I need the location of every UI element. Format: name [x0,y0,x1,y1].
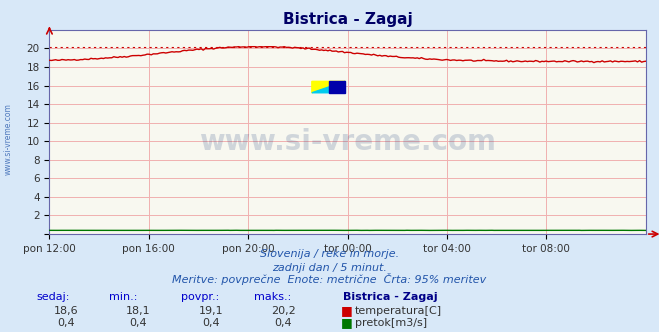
Text: maks.:: maks.: [254,292,291,302]
Title: Bistrica - Zagaj: Bistrica - Zagaj [283,12,413,27]
Text: 0,4: 0,4 [275,318,292,328]
Text: 19,1: 19,1 [198,306,223,316]
Text: Slovenija / reke in morje.: Slovenija / reke in morje. [260,249,399,259]
Text: Meritve: povprečne  Enote: metrične  Črta: 95% meritev: Meritve: povprečne Enote: metrične Črta:… [173,273,486,285]
Text: 0,4: 0,4 [130,318,147,328]
Text: 0,4: 0,4 [202,318,219,328]
Text: ■: ■ [341,316,353,329]
Text: www.si-vreme.com: www.si-vreme.com [4,104,13,175]
Text: zadnji dan / 5 minut.: zadnji dan / 5 minut. [272,263,387,273]
Text: 0,4: 0,4 [57,318,74,328]
Text: 20,2: 20,2 [271,306,296,316]
Text: pretok[m3/s]: pretok[m3/s] [355,318,426,328]
Text: 18,6: 18,6 [53,306,78,316]
Text: ■: ■ [341,304,353,317]
Text: povpr.:: povpr.: [181,292,219,302]
Text: 18,1: 18,1 [126,306,151,316]
Polygon shape [312,81,345,93]
Text: Bistrica - Zagaj: Bistrica - Zagaj [343,292,438,302]
Text: min.:: min.: [109,292,137,302]
Text: www.si-vreme.com: www.si-vreme.com [199,128,496,156]
Text: sedaj:: sedaj: [36,292,70,302]
Polygon shape [312,81,345,93]
Polygon shape [329,81,345,93]
Text: temperatura[C]: temperatura[C] [355,306,442,316]
